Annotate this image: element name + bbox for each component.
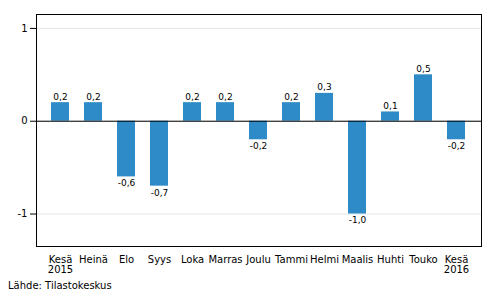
svg-text:Elo: Elo — [119, 254, 134, 265]
svg-text:-0,6: -0,6 — [118, 178, 136, 188]
svg-text:-0,2: -0,2 — [250, 141, 268, 151]
html-text:Lähde: Tilastokeskus: Lähde: Tilastokeskus — [8, 280, 112, 291]
svg-text:0,5: 0,5 — [416, 64, 430, 74]
svg-text:0,2: 0,2 — [185, 92, 199, 102]
svg-text:Marras: Marras — [208, 254, 242, 265]
svg-text:0,3: 0,3 — [317, 82, 331, 92]
svg-text:1: 1 — [21, 23, 27, 34]
svg-text:Joulu: Joulu — [245, 254, 271, 265]
svg-text:Helmi: Helmi — [310, 254, 339, 265]
svg-text:0,2: 0,2 — [53, 92, 67, 102]
svg-text:Huhti: Huhti — [377, 254, 404, 265]
svg-text:Syys: Syys — [148, 254, 171, 265]
svg-text:0,2: 0,2 — [218, 92, 232, 102]
svg-text:0,2: 0,2 — [284, 92, 298, 102]
svg-text:-0,2: -0,2 — [448, 141, 466, 151]
svg-text:0,2: 0,2 — [86, 92, 100, 102]
svg-text:Maalis: Maalis — [342, 254, 374, 265]
svg-text:Loka: Loka — [181, 254, 204, 265]
svg-text:-1,0: -1,0 — [349, 215, 367, 225]
svg-text:Tammi: Tammi — [274, 254, 308, 265]
svg-text:Kesä2016: Kesä2016 — [444, 254, 469, 275]
svg-text:0,1: 0,1 — [383, 101, 397, 111]
svg-text:Heinä: Heinä — [79, 254, 108, 265]
svg-text:Touko: Touko — [408, 254, 437, 265]
svg-text:Kesä2015: Kesä2015 — [48, 254, 73, 275]
svg-text:-0,7: -0,7 — [151, 188, 169, 198]
svg-text:0: 0 — [21, 115, 27, 126]
svg-text:-1: -1 — [18, 208, 28, 219]
